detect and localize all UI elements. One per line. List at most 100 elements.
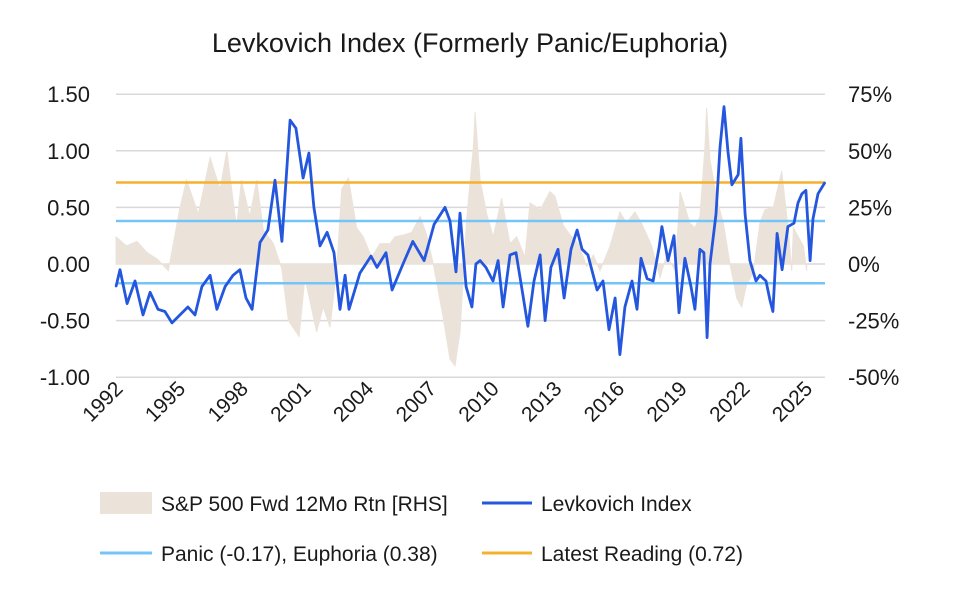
- levkovich-point: [497, 259, 499, 262]
- levkovich-point: [690, 285, 692, 288]
- levkovich-point: [521, 289, 523, 291]
- levkovich-point: [224, 285, 226, 288]
- levkovich-point: [509, 254, 511, 256]
- levkovich-point: [245, 297, 247, 299]
- levkovich-point: [596, 289, 599, 291]
- levkovich-point: [576, 229, 578, 231]
- left-tick-label: -1.00: [40, 365, 90, 390]
- levkovich-point: [646, 277, 648, 280]
- levkovich-point: [370, 255, 372, 257]
- levkovich-point: [179, 314, 181, 316]
- levkovich-point: [433, 223, 435, 226]
- levkovich-point: [706, 336, 708, 339]
- x-tick-label: 2025: [768, 377, 817, 426]
- levkovich-point: [557, 248, 559, 251]
- legend-label-levkovich: Levkovich Index: [541, 493, 692, 516]
- levkovich-point: [723, 105, 725, 108]
- levkovich-point: [171, 321, 173, 324]
- levkovich-point: [274, 179, 276, 182]
- levkovich-point: [550, 266, 552, 269]
- levkovich-point: [313, 206, 315, 209]
- levkovich-point: [411, 240, 414, 243]
- levkovich-point: [805, 189, 807, 192]
- levkovich-point: [771, 310, 774, 313]
- right-tick-label: 25%: [848, 195, 892, 220]
- sp500-area: [115, 107, 808, 368]
- levkovich-point: [295, 127, 297, 130]
- levkovich-point: [348, 308, 350, 311]
- levkovich-point: [339, 308, 341, 311]
- levkovich-point: [259, 241, 261, 244]
- levkovich-point: [119, 268, 121, 271]
- levkovich-point: [471, 306, 473, 308]
- levkovich-point: [157, 308, 159, 311]
- levkovich-point: [164, 310, 166, 313]
- levkovich-point: [817, 192, 819, 195]
- levkovich-point: [636, 308, 638, 311]
- x-tick-label: 2004: [329, 377, 379, 427]
- x-tick-label: 2016: [580, 377, 629, 426]
- levkovich-point: [200, 285, 203, 288]
- levkovich-point: [699, 248, 701, 251]
- levkovich-point: [715, 213, 717, 216]
- levkovich-point: [308, 152, 310, 154]
- legend-swatch-sp500: [100, 492, 152, 514]
- x-tick-label: 1995: [141, 377, 190, 426]
- levkovich-point: [658, 246, 661, 248]
- levkovich-point: [344, 274, 346, 277]
- levkovich-point: [423, 259, 425, 262]
- levkovich-point: [402, 263, 404, 265]
- levkovich-point: [455, 271, 457, 273]
- right-tick-label: 75%: [848, 82, 892, 107]
- levkovich-point: [631, 280, 633, 282]
- levkovich-point: [281, 240, 283, 243]
- levkovich-point: [765, 280, 767, 282]
- x-tick-label: 2010: [454, 377, 503, 426]
- levkovich-point: [678, 311, 680, 314]
- levkovich-point: [587, 254, 589, 256]
- levkovich-point: [449, 220, 451, 222]
- left-tick-label: 0.50: [47, 195, 90, 220]
- levkovich-point: [232, 274, 234, 277]
- right-tick-label: -50%: [848, 365, 899, 390]
- x-axis-ticks: 1992 1995 1998 2001 2004 2007 2010 2013 2016 2019…: [78, 377, 817, 427]
- legend-label-latest: Latest Reading (0.72): [541, 543, 743, 566]
- legend-label-thresholds: Panic (-0.17), Euphoria (0.38): [161, 543, 438, 566]
- levkovich-point: [737, 173, 740, 176]
- legend-label-sp500: S&P 500 Fwd 12Mo Rtn [RHS]: [161, 493, 448, 516]
- levkovich-point: [797, 201, 799, 204]
- x-tick-label: 1998: [204, 377, 253, 426]
- legend: S&P 500 Fwd 12Mo Rtn [RHS] Levkovich Ind…: [100, 492, 743, 566]
- levkovich-point: [755, 280, 757, 282]
- levkovich-point: [474, 263, 477, 265]
- levkovich-point: [209, 274, 211, 277]
- x-tick-label: 2019: [643, 377, 692, 426]
- levkovich-point: [186, 306, 189, 308]
- levkovich-point: [703, 251, 705, 254]
- levkovich-point: [142, 314, 144, 316]
- levkovich-point: [661, 225, 663, 228]
- levkovich-point: [239, 268, 241, 271]
- reference-lines: [116, 181, 825, 285]
- chart-title: Levkovich Index (Formerly Panic/Euphoria…: [212, 28, 728, 58]
- levkovich-point: [652, 280, 655, 282]
- levkovich-line-series: [114, 105, 827, 357]
- levkovich-point: [492, 280, 494, 282]
- left-axis-ticks: 1.50 1.00 0.50 0.00 -0.50 -1.00: [40, 82, 90, 390]
- levkovich-point: [134, 280, 136, 282]
- levkovich-point: [444, 206, 446, 209]
- x-tick-label: 2007: [392, 377, 441, 426]
- levkovich-point: [581, 248, 583, 251]
- levkovich-point: [216, 308, 218, 311]
- left-tick-label: 0.00: [47, 252, 90, 277]
- right-axis-ticks: 75% 50% 25% 0% -25% -50%: [848, 82, 899, 390]
- levkovich-point: [479, 259, 481, 262]
- levkovich-point: [515, 251, 517, 254]
- left-tick-label: 1.00: [47, 139, 90, 164]
- levkovich-point: [251, 308, 253, 311]
- levkovich-point: [793, 222, 795, 225]
- levkovich-point: [781, 268, 783, 271]
- x-tick-label: 2022: [705, 377, 754, 426]
- levkovich-point: [608, 328, 610, 331]
